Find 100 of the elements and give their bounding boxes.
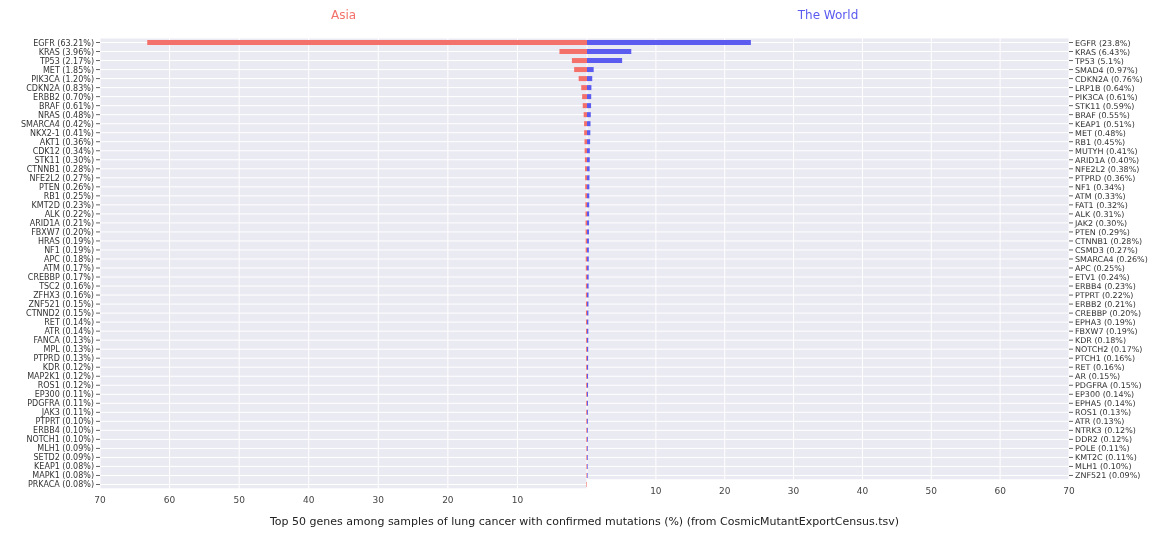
y-tick-label: MET (0.48%)	[1075, 128, 1126, 138]
y-tick-label: MPL (0.13%)	[43, 345, 94, 355]
y-tick-label: NRAS (0.48%)	[38, 110, 94, 120]
y-tick-label: RET (0.14%)	[44, 318, 94, 328]
y-tick-label: PDGFRA (0.15%)	[1075, 381, 1142, 391]
y-tick-label: EPHA3 (0.19%)	[1075, 318, 1136, 328]
y-tick-label: RB1 (0.25%)	[43, 191, 94, 201]
y-tick-label: SETD2 (0.09%)	[33, 453, 94, 463]
y-tick-label: KEAP1 (0.08%)	[34, 462, 94, 472]
y-tick-label: ALK (0.31%)	[1075, 209, 1125, 219]
chart-title: The World	[796, 8, 860, 22]
y-tick-label: STK11 (0.59%)	[1075, 101, 1135, 111]
x-tick-label: 60	[994, 486, 1007, 497]
y-tick-label: SMARCA4 (0.26%)	[1075, 254, 1148, 264]
y-tick-label: ATM (0.17%)	[43, 264, 94, 274]
y-tick-label: FBXW7 (0.19%)	[1075, 327, 1138, 337]
y-tick-label: AKT1 (0.36%)	[39, 137, 94, 147]
y-tick-label: ARID1A (0.40%)	[1075, 155, 1140, 165]
y-tick-label: SMAD4 (0.97%)	[1075, 65, 1138, 75]
x-tick-label: 10	[511, 495, 524, 506]
y-tick-label: ETV1 (0.24%)	[1075, 273, 1130, 283]
y-tick-label: BRAF (0.55%)	[1075, 110, 1130, 120]
y-tick-label: NKX2-1 (0.41%)	[30, 128, 94, 138]
y-tick-label: NF1 (0.34%)	[1075, 182, 1125, 192]
y-tick-label: EGFR (63.21%)	[33, 38, 94, 48]
y-tick-label: POLE (0.11%)	[1075, 444, 1130, 454]
y-tick-label: NFE2L2 (0.38%)	[1075, 164, 1140, 174]
y-tick-label: KMT2D (0.23%)	[31, 200, 94, 210]
y-tick-label: FAT1 (0.32%)	[1075, 200, 1128, 210]
y-tick-label: HRAS (0.19%)	[38, 236, 94, 246]
y-tick-label: CREBBP (0.17%)	[27, 273, 94, 283]
y-tick-label: PIK3CA (0.61%)	[1075, 92, 1138, 102]
y-tick-label: AR (0.15%)	[1075, 372, 1121, 382]
x-tick-label: 40	[856, 486, 869, 497]
y-tick-label: ROS1 (0.13%)	[1075, 408, 1132, 418]
y-tick-label: DDR2 (0.12%)	[1075, 435, 1133, 445]
y-tick-label: CSMD3 (0.27%)	[1075, 245, 1138, 255]
y-tick-label: MLH1 (0.09%)	[37, 444, 94, 454]
y-tick-label: NFE2L2 (0.27%)	[29, 173, 94, 183]
y-tick-label: TP53 (2.17%)	[38, 56, 94, 66]
y-tick-label: PTPRD (0.36%)	[1075, 173, 1136, 183]
y-tick-label: CREBBP (0.20%)	[1075, 309, 1142, 319]
y-tick-label: BRAF (0.61%)	[39, 101, 94, 111]
y-tick-label: EPHA5 (0.14%)	[1075, 399, 1136, 409]
y-tick-label: ERBB2 (0.70%)	[33, 92, 94, 102]
y-tick-label: APC (0.18%)	[43, 254, 94, 264]
y-tick-label: EP300 (0.11%)	[34, 390, 94, 400]
y-tick-label: KMT2C (0.11%)	[1075, 453, 1137, 463]
y-tick-label: PDGFRA (0.11%)	[27, 399, 94, 409]
x-tick-label: 20	[719, 486, 731, 497]
y-tick-label: NTRK3 (0.12%)	[1075, 426, 1136, 436]
x-tick-label: 70	[1063, 486, 1075, 497]
y-tick-label: ATR (0.13%)	[1075, 417, 1125, 427]
y-tick-label: NOTCH1 (0.10%)	[26, 435, 94, 445]
y-tick-label: PTPRT (0.22%)	[1075, 291, 1134, 301]
y-tick-label: ERBB4 (0.23%)	[1075, 282, 1136, 292]
y-tick-label: ROS1 (0.12%)	[37, 381, 94, 391]
y-tick-label: LRP1B (0.64%)	[1075, 83, 1135, 93]
y-tick-label: JAK3 (0.11%)	[40, 408, 94, 418]
y-tick-label: EGFR (23.8%)	[1075, 38, 1131, 48]
x-tick-label: 50	[233, 495, 246, 506]
y-tick-label: ARID1A (0.21%)	[29, 218, 94, 228]
y-tick-label: KDR (0.18%)	[1075, 336, 1127, 346]
y-tick-label: KRAS (3.96%)	[38, 47, 94, 57]
x-tick-label: 30	[787, 486, 800, 497]
y-tick-label: PTPRD (0.13%)	[33, 354, 94, 364]
x-tick-label: 40	[302, 495, 315, 506]
y-tick-label: RET (0.16%)	[1075, 363, 1125, 373]
x-axis-title: Top 50 genes among samples of lung cancer with confirmed mutations (%) (from CosmicMutantExportCensus.tsv)	[269, 515, 900, 528]
y-tick-label: KEAP1 (0.51%)	[1075, 119, 1135, 129]
y-tick-label: KRAS (6.43%)	[1075, 47, 1131, 57]
y-tick-label: ATM (0.33%)	[1075, 191, 1126, 201]
y-tick-label: CDKN2A (0.83%)	[26, 83, 94, 93]
y-tick-label: JAK2 (0.30%)	[1074, 218, 1128, 228]
y-tick-label: CTNNB1 (0.28%)	[26, 164, 94, 174]
y-tick-label: CDK12 (0.34%)	[32, 146, 94, 156]
y-tick-label: MLH1 (0.10%)	[1075, 462, 1132, 472]
y-tick-label: NF1 (0.19%)	[44, 245, 94, 255]
y-tick-label: PIK3CA (1.20%)	[31, 74, 94, 84]
y-tick-label: CTNNB1 (0.28%)	[1075, 236, 1143, 246]
y-tick-label: FBXW7 (0.20%)	[31, 227, 94, 237]
x-tick-label: 70	[94, 495, 106, 506]
y-tick-label: ERBB4 (0.10%)	[33, 426, 94, 436]
y-tick-label: MAPK1 (0.08%)	[32, 471, 94, 481]
x-tick-label: 20	[442, 495, 454, 506]
y-tick-label: PTPRT (0.10%)	[35, 417, 94, 427]
y-tick-label: APC (0.25%)	[1075, 264, 1125, 273]
y-tick-label: ZNF521 (0.15%)	[28, 300, 94, 310]
y-tick-label: TSC2 (0.16%)	[38, 282, 94, 292]
y-tick-label: PRKACA (0.08%)	[27, 480, 94, 490]
y-tick-label: NOTCH2 (0.17%)	[1075, 345, 1143, 355]
y-tick-label: ALK (0.22%)	[44, 209, 94, 219]
y-tick-label: ERBB2 (0.21%)	[1075, 300, 1136, 310]
x-tick-label: 60	[163, 495, 176, 506]
y-tick-label: ZFHX3 (0.16%)	[33, 291, 94, 301]
y-tick-label: MUTYH (0.41%)	[1075, 146, 1138, 156]
y-tick-label: ZNF521 (0.09%)	[1075, 471, 1141, 481]
y-tick-label: CDKN2A (0.76%)	[1075, 74, 1143, 84]
y-tick-label: MET (1.85%)	[42, 65, 94, 75]
y-tick-label: STK11 (0.30%)	[34, 155, 94, 165]
